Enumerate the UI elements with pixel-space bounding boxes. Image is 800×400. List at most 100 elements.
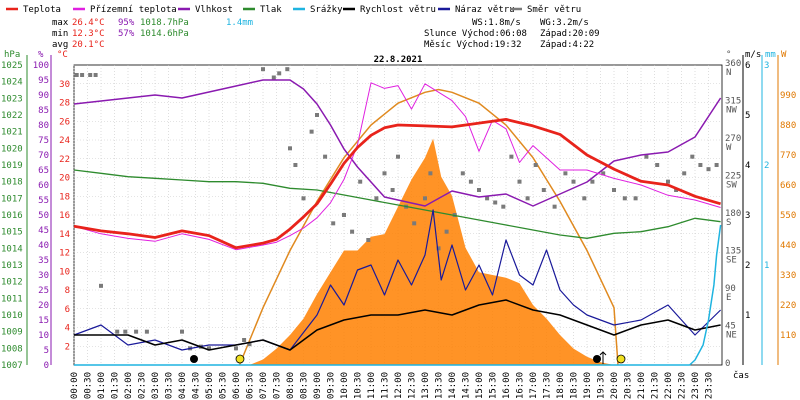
mm-tick-label: 2 [764, 161, 769, 171]
direction-unit-label: ° [726, 50, 731, 60]
wind-direction-point [247, 342, 252, 347]
axis-units: hPa % °C ° m/s mm W [4, 50, 787, 60]
x-tick-label: 11:00 [367, 372, 377, 399]
stats-min-label: min [52, 29, 68, 39]
wind-direction-point [582, 196, 587, 201]
x-tick-label: 17:30 [543, 372, 553, 399]
ms-unit-label: m/s [745, 50, 761, 60]
temp-tick-label: 20 [59, 174, 70, 184]
x-tick-label: 03:00 [151, 372, 161, 399]
pct-tick-label: 90 [38, 91, 49, 101]
moonrise-text: Měsíc Východ:19:32 [424, 40, 522, 50]
x-tick-label: 17:00 [529, 372, 539, 399]
wind-direction-point [412, 221, 417, 226]
pct-tick-label: 55 [38, 196, 49, 206]
temp-tick-label: 18 [59, 192, 70, 202]
x-tick-label: 21:00 [637, 372, 647, 399]
legend: Teplota Přízemní teplota Vlhkost Tlak Srážky… [6, 5, 581, 15]
x-tick-label: 00:00 [70, 372, 80, 399]
temp-tick-label: 30 [59, 80, 70, 90]
wm2-tick-label: 110 [780, 331, 796, 341]
wind-direction-point [714, 163, 719, 167]
x-tick-label: 12:30 [408, 372, 418, 399]
x-tick-label: 08:30 [300, 372, 310, 399]
sunrise-text: Slunce Východ:06:08 [424, 29, 527, 39]
hpa-tick-label: 1024 [1, 78, 23, 88]
direction-name-label: S [726, 218, 731, 228]
x-axis: 00:00 00:30 01:00 01:30 02:00 02:30 03:00 03:30… [70, 372, 715, 399]
series-humidity-line [73, 79, 722, 207]
wind-direction-point [288, 146, 292, 151]
wm2-tick-label: 330 [780, 271, 796, 281]
hpa-tick-label: 1012 [1, 278, 23, 288]
stats-min-hum: 57% [118, 29, 135, 39]
wind-direction-point [423, 196, 427, 201]
x-tick-label: 11:30 [381, 372, 391, 399]
ms-tick-label: 3 [745, 211, 750, 221]
mm-tick-label: 3 [764, 61, 769, 71]
direction-name-label: SE [726, 256, 737, 266]
sunrise-marker [235, 354, 245, 364]
x-tick-label: 10:30 [354, 372, 364, 399]
hpa-tick-label: 1022 [1, 111, 23, 121]
wind-direction-point [309, 129, 314, 134]
wind-direction-point [644, 154, 649, 159]
ms-tick-label: 5 [745, 111, 750, 121]
wind-direction-point [88, 73, 93, 77]
x-tick-label: 16:00 [502, 372, 512, 399]
hpa-unit-label: hPa [4, 50, 20, 60]
x-tick-label: 04:30 [192, 372, 202, 399]
stats-max-hum: 95% [118, 18, 135, 28]
x-tick-label: 05:00 [205, 372, 215, 399]
ms-tick-label: 2 [745, 261, 750, 271]
wind-direction-point [331, 221, 336, 226]
legend-label-vlhkost: Vlhkost [195, 5, 233, 15]
wm2-tick-label: 550 [780, 211, 796, 221]
wind-direction-point [690, 154, 695, 159]
pct-tick-label: 45 [38, 226, 49, 236]
legend-label-tlak: Tlak [260, 5, 282, 15]
wind-direction-point [552, 204, 557, 209]
wind-direction-point [706, 167, 711, 172]
hpa-tick-label: 1016 [1, 211, 23, 221]
wm2-tick-label: 220 [780, 301, 796, 311]
x-tick-label: 09:30 [327, 372, 337, 399]
wind-direction-point [460, 171, 465, 176]
hpa-tick-label: 1025 [1, 61, 23, 71]
direction-tick-label: 45 [725, 322, 736, 332]
wind-direction-point [144, 329, 149, 334]
temp-tick-label: 8 [65, 286, 70, 296]
legend-label-srazky: Srážky [310, 5, 343, 15]
series-pressure-line [73, 169, 721, 239]
temp-tick-label: 14 [59, 230, 70, 240]
series-layer [73, 67, 722, 366]
stats-max-temp: 26.4°C [72, 18, 105, 28]
wind-direction-point [366, 238, 371, 242]
sunset-marker [616, 354, 626, 364]
wind-direction-point [242, 338, 247, 342]
moonset-marker [190, 355, 198, 363]
wind-direction-point [123, 329, 128, 334]
sun-moon-markers [190, 351, 626, 364]
wm2-tick-label: 770 [780, 151, 796, 161]
wind-direction-point [80, 73, 85, 77]
x-tick-label: 22:30 [678, 372, 688, 399]
pct-tick-label: 30 [38, 271, 49, 281]
x-tick-label: 18:30 [570, 372, 580, 399]
hpa-tick-label: 1010 [1, 311, 23, 321]
x-tick-label: 10:00 [340, 372, 350, 399]
wind-direction-point [99, 283, 103, 288]
x-tick-label: 04:00 [178, 372, 188, 399]
x-tick-label: 01:00 [97, 372, 107, 399]
hpa-tick-label: 1020 [1, 144, 23, 154]
x-tick-label: 02:30 [138, 372, 148, 399]
temp-tick-label: 6 [65, 305, 70, 315]
x-tick-label: 16:30 [516, 372, 526, 399]
wind-direction-point [590, 179, 595, 184]
wind-direction-point [698, 163, 703, 167]
ms-tick-label: 1 [745, 311, 750, 321]
series-wind-speed-line [74, 299, 721, 351]
wind-gust-text: WG:3.2m/s [540, 18, 589, 28]
wind-direction-point [374, 196, 379, 201]
x-tick-label: 20:00 [610, 372, 620, 399]
